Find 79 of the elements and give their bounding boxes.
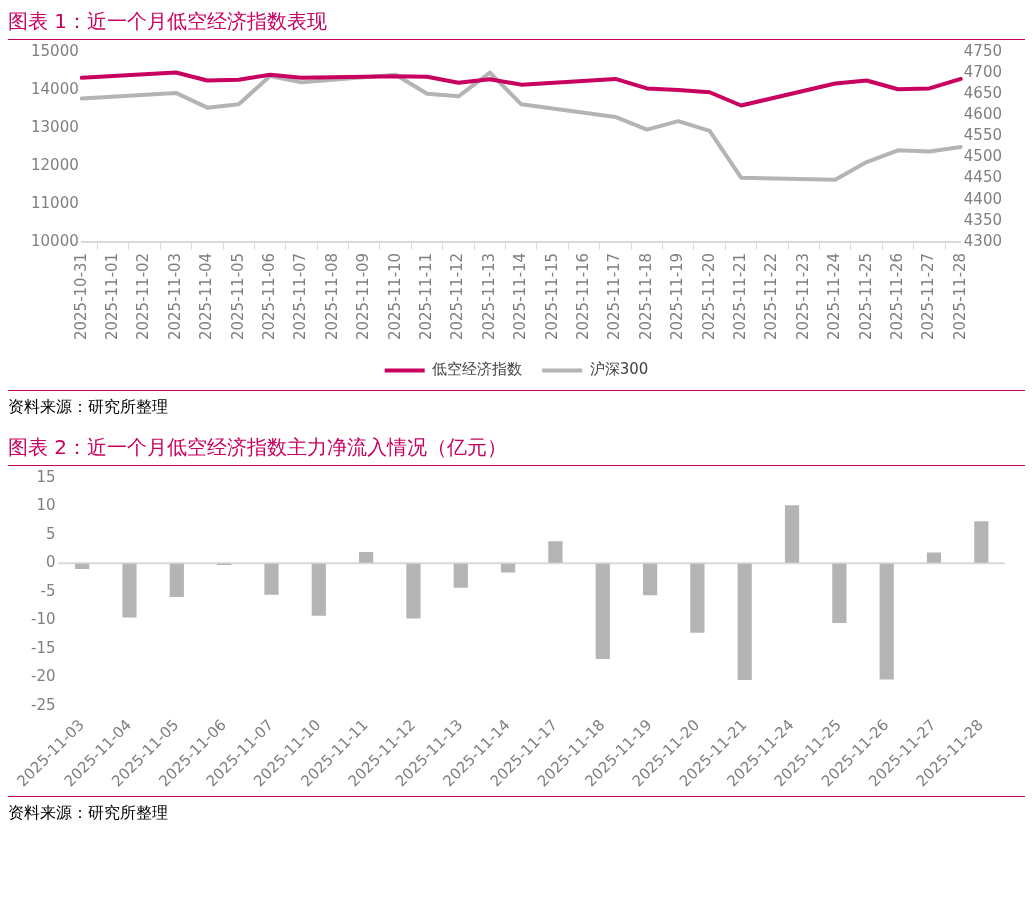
bar <box>453 563 468 588</box>
x-tick-label: 2025-11-03 <box>165 252 184 341</box>
chart-title: 图表 1：近一个月低空经济指数表现 <box>8 8 1025 40</box>
x-tick-label: 2025-11-25 <box>856 252 875 341</box>
x-tick-label: 2025-11-11 <box>416 252 435 341</box>
x-tick-label: 2025-11-21 <box>730 252 749 341</box>
y2-tick-label: 4750 <box>963 41 1003 60</box>
x-tick-label: 2025-10-31 <box>71 252 90 341</box>
y-tick-label: -5 <box>40 581 56 600</box>
bar <box>926 552 942 563</box>
text: 资料来源：研究所整理 <box>8 397 169 418</box>
y-tick-label: -15 <box>31 638 56 657</box>
x-tick-label: 2025-11-09 <box>354 252 373 341</box>
bar <box>737 563 752 681</box>
x-tick-label: 2025-11-08 <box>322 252 341 341</box>
y2-tick-label: 4350 <box>963 210 1003 229</box>
y-tick-label: -25 <box>31 695 56 714</box>
x-tick-label: 2025-11-14 <box>511 252 530 341</box>
x-tick-label: 2025-11-15 <box>542 252 561 341</box>
y-tick-label: 10000 <box>31 231 79 250</box>
y2-tick-label: 4600 <box>963 105 1003 124</box>
bar <box>784 505 800 563</box>
bar <box>169 563 184 597</box>
x-tick-label: 2025-11-17 <box>605 252 624 341</box>
x-tick-label: 2025-11-06 <box>259 252 278 341</box>
y2-tick-label: 4500 <box>963 147 1003 166</box>
bar <box>406 563 421 619</box>
bar <box>75 563 90 570</box>
y-tick-label: 10 <box>36 496 56 515</box>
legend-label: 低空经济指数 <box>432 360 523 379</box>
x-tick-label: 2025-11-26 <box>887 252 906 341</box>
x-tick-label: 2025-11-13 <box>479 252 498 341</box>
x-tick-label: 2025-11-23 <box>793 252 812 341</box>
bar <box>264 563 279 595</box>
bar <box>595 563 610 659</box>
y-tick-label: -10 <box>31 610 56 629</box>
bar <box>122 563 137 618</box>
text: 资料来源：研究所整理 <box>8 803 169 824</box>
y2-tick-label: 4700 <box>963 62 1003 81</box>
x-tick-label: 2025-11-01 <box>103 252 121 341</box>
x-tick-label: 2025-11-20 <box>699 252 718 341</box>
chart-title: 图表 2：近一个月低空经济指数主力净流入情况（亿元） <box>8 434 1025 466</box>
y2-tick-label: 4550 <box>963 126 1003 145</box>
x-tick-label: 2025-11-28 <box>950 252 969 341</box>
bar <box>359 551 374 563</box>
bar <box>500 563 516 573</box>
y2-tick-label: 4400 <box>963 189 1003 208</box>
x-tick-label: 2025-11-22 <box>762 252 781 341</box>
y2-tick-label: 4650 <box>963 84 1003 103</box>
y-tick-label: 5 <box>45 524 56 543</box>
x-tick-label: 2025-11-16 <box>573 252 592 341</box>
y2-tick-label: 4450 <box>963 168 1003 187</box>
x-tick-label: 2025-11-18 <box>636 252 655 341</box>
y-tick-label: 11000 <box>31 193 79 212</box>
bar <box>974 521 989 563</box>
y2-tick-label: 4300 <box>963 231 1003 250</box>
x-tick-label: 2025-11-24 <box>825 252 844 341</box>
y-tick-label: 0 <box>45 553 56 572</box>
x-tick-label: 2025-11-19 <box>668 252 687 341</box>
y-tick-label: 13000 <box>31 117 79 136</box>
bar <box>832 563 847 624</box>
x-tick-label: 2025-11-02 <box>134 252 153 341</box>
y-tick-label: 12000 <box>31 155 79 174</box>
x-tick-label: 2025-11-27 <box>919 252 938 341</box>
y-tick-label: 14000 <box>31 79 79 98</box>
x-tick-label: 2025-11-10 <box>385 252 404 341</box>
y-tick-label: 15000 <box>31 41 79 60</box>
bar <box>690 563 705 633</box>
bar <box>642 563 658 596</box>
bar <box>311 563 326 616</box>
y-tick-label: 15 <box>36 467 56 486</box>
y-tick-label: -20 <box>31 667 56 686</box>
x-tick-label: 2025-11-05 <box>228 252 247 341</box>
x-tick-label: 2025-11-12 <box>448 252 467 341</box>
bar <box>548 541 563 563</box>
bar <box>879 563 894 680</box>
x-tick-label: 2025-11-04 <box>197 252 216 341</box>
legend-label: 沪深300 <box>589 360 649 379</box>
x-tick-label: 2025-11-07 <box>291 252 310 341</box>
